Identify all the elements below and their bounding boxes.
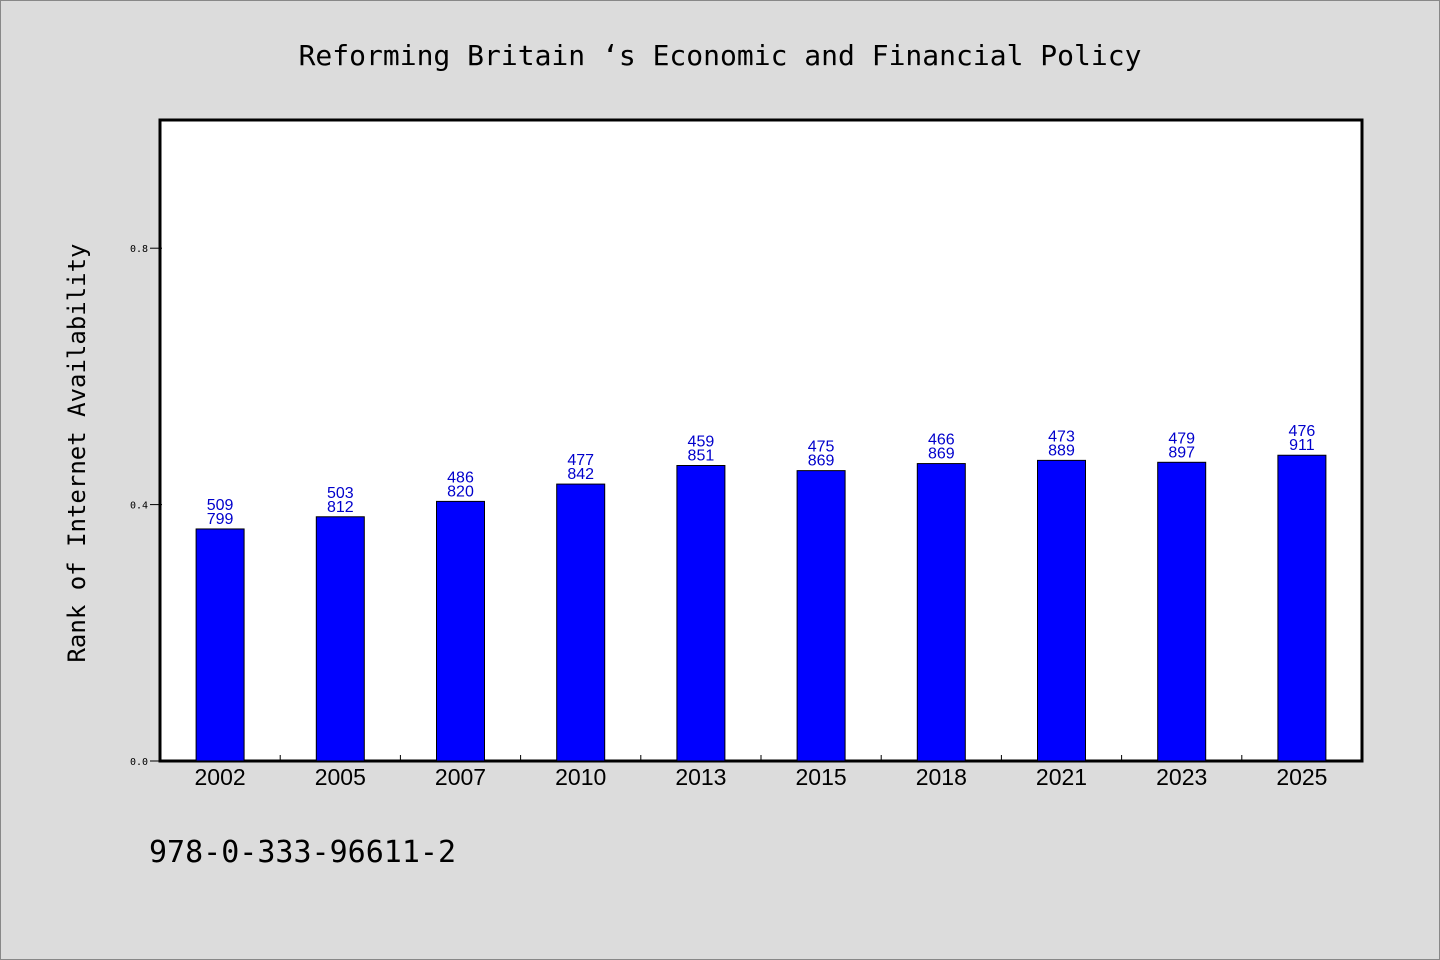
bar	[1157, 461, 1207, 762]
x-tick-label: 2021	[1036, 764, 1087, 790]
x-tick-label: 2015	[796, 764, 847, 790]
bar-label-top: 477	[567, 452, 594, 469]
bar-label-bottom: 869	[808, 453, 835, 470]
y-tick-label: 0.4	[130, 501, 148, 512]
bar-label-top: 479	[1168, 430, 1195, 447]
x-tick-label: 2007	[435, 764, 486, 790]
x-tick-label: 2005	[315, 764, 366, 790]
bar-label-bottom: 911	[1289, 437, 1315, 454]
bar	[436, 500, 485, 762]
x-tick-label: 2018	[916, 764, 967, 790]
bar-label-top: 476	[1289, 423, 1316, 440]
x-tick-label: 2010	[555, 764, 606, 790]
y-tick-label: 0.0	[130, 757, 148, 768]
x-tick-label: 2023	[1156, 764, 1207, 790]
bar	[1277, 454, 1327, 762]
bar-label-bottom: 812	[327, 499, 354, 516]
isbn-text: 978-0-333-96611-2	[149, 835, 457, 870]
bar	[796, 470, 846, 762]
x-tick-label: 2013	[675, 764, 726, 790]
bar-label-top: 486	[447, 469, 474, 486]
bar-label-bottom: 799	[207, 511, 234, 528]
x-tick-label: 2002	[195, 764, 246, 790]
bar-label-top: 473	[1048, 428, 1075, 445]
y-axis: 0.0 0.4 0.8	[130, 244, 162, 768]
y-tick-label: 0.8	[130, 244, 148, 255]
bar-label-top: 459	[688, 433, 715, 450]
bars	[195, 454, 1327, 762]
bar	[315, 516, 365, 762]
bar-labels: 5097995038124868204778424598514758694668…	[207, 423, 1316, 528]
bar-label-bottom: 851	[688, 447, 715, 464]
x-axis: 2002 2005 2007 2010 2013 2015 2018 2021 2023 2025	[195, 755, 1327, 790]
bar-label-top: 503	[327, 485, 354, 502]
chart-title: Reforming Britain ‘s Economic and Financ…	[298, 39, 1142, 72]
bar-label-bottom: 820	[447, 483, 474, 500]
bar-label-top: 475	[808, 439, 835, 456]
bar-label-bottom: 889	[1048, 442, 1075, 459]
bar	[1037, 459, 1086, 762]
bar-label-bottom: 842	[567, 466, 594, 483]
bar-label-bottom: 897	[1168, 444, 1195, 461]
bar-label-bottom: 869	[928, 446, 955, 463]
bar	[676, 464, 726, 762]
x-tick-label: 2025	[1276, 764, 1327, 790]
bar	[916, 463, 966, 762]
bar	[195, 528, 245, 762]
bar-label-top: 509	[207, 497, 234, 514]
bar	[556, 483, 606, 762]
bar-label-top: 466	[928, 432, 955, 449]
